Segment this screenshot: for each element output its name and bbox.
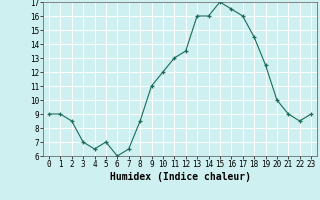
X-axis label: Humidex (Indice chaleur): Humidex (Indice chaleur) [109, 172, 251, 182]
